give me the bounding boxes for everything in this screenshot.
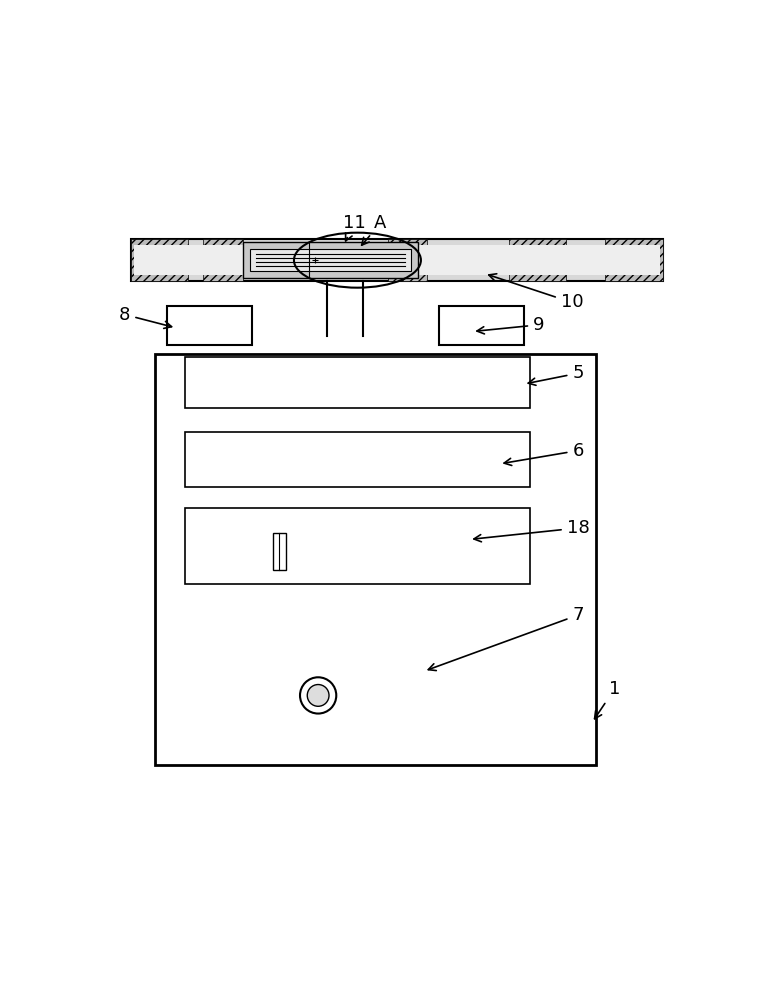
- Bar: [509, 239, 566, 281]
- Bar: [185, 432, 530, 487]
- Text: 1: 1: [594, 680, 620, 719]
- Bar: [273, 533, 286, 570]
- Bar: [439, 306, 523, 345]
- Bar: [185, 357, 530, 408]
- Bar: [155, 354, 596, 765]
- Bar: [134, 245, 660, 275]
- Circle shape: [307, 685, 329, 706]
- Text: 18: 18: [474, 519, 590, 542]
- Bar: [204, 239, 243, 281]
- Circle shape: [300, 677, 336, 714]
- Bar: [250, 249, 410, 271]
- Text: 5: 5: [528, 364, 583, 385]
- Bar: [185, 508, 530, 584]
- Text: 7: 7: [428, 606, 583, 671]
- Bar: [243, 242, 418, 278]
- Bar: [605, 239, 663, 281]
- Bar: [131, 239, 663, 281]
- Text: A: A: [362, 214, 387, 245]
- Text: 11: 11: [343, 214, 366, 241]
- Bar: [388, 239, 427, 281]
- Text: 8: 8: [119, 306, 172, 328]
- Text: 10: 10: [489, 274, 583, 311]
- Bar: [131, 239, 188, 281]
- Bar: [167, 306, 252, 345]
- Text: 6: 6: [504, 442, 583, 465]
- Text: 9: 9: [477, 316, 544, 334]
